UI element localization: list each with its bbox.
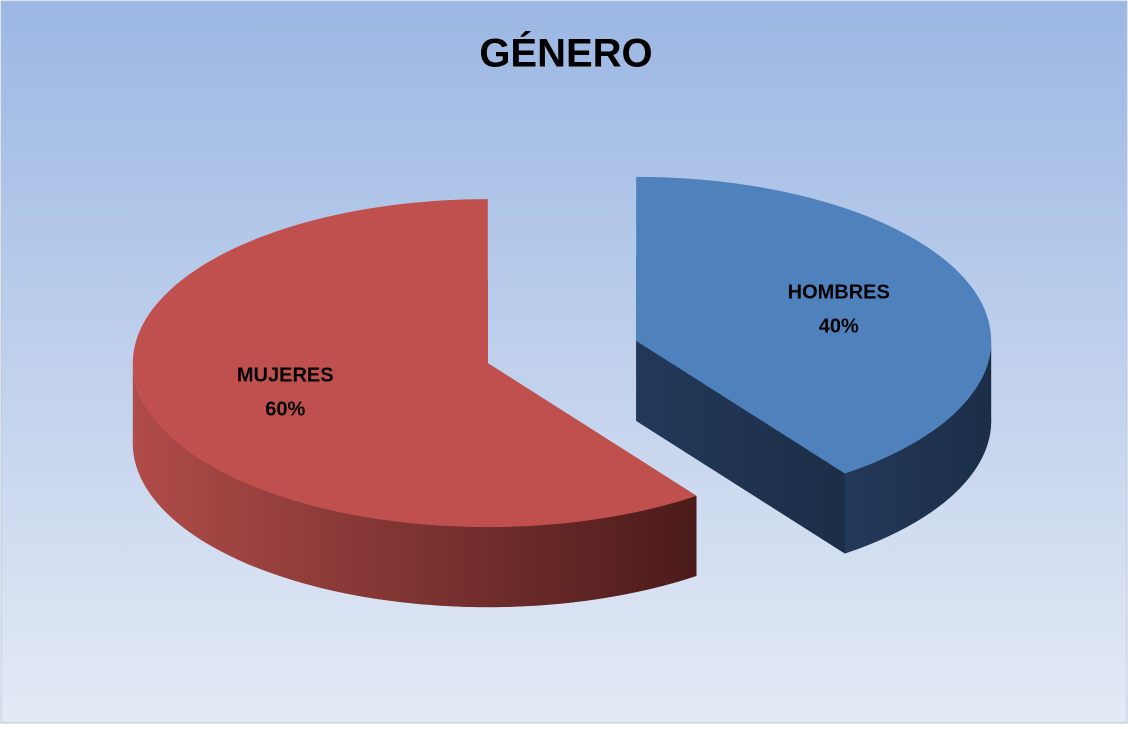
value-label: 60% <box>265 399 305 421</box>
slice <box>636 176 992 474</box>
category-label: MUJERES <box>237 365 334 387</box>
slice-wall <box>132 363 697 608</box>
slice-label: HOMBRES 40% <box>788 282 890 338</box>
value-label: 40% <box>819 316 859 338</box>
chart-title: GÉNERO <box>479 31 652 76</box>
slice-label: MUJERES 60% <box>237 365 334 421</box>
category-label: HOMBRES <box>788 282 890 304</box>
slice-wall <box>844 340 992 554</box>
slice <box>132 199 697 528</box>
slice-cut <box>636 340 845 554</box>
